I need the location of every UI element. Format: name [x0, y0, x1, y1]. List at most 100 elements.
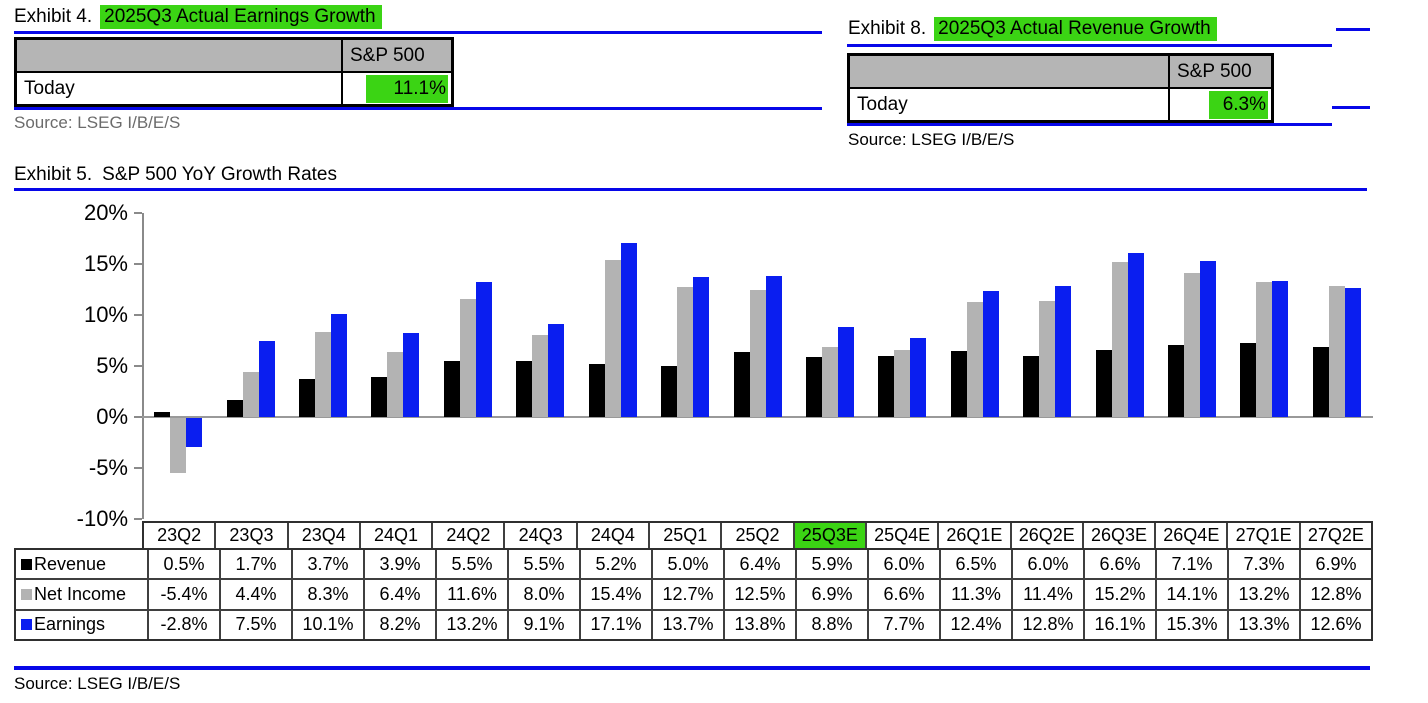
- quarter-header-25Q1: 25Q1: [648, 523, 720, 548]
- exhibit8-row-label: Today: [850, 89, 1170, 120]
- value-cell-earnings-25Q2: 13.8%: [723, 610, 795, 639]
- bar-earnings-27Q1E: [1272, 281, 1289, 417]
- quarter-header-26Q2E: 26Q2E: [1009, 523, 1082, 548]
- value-cell-net-income-25Q3E: 6.9%: [795, 580, 867, 609]
- exhibit8-label: Exhibit 8.: [848, 18, 927, 39]
- bar-net-income-25Q1: [677, 287, 694, 417]
- y-axis-label: -10%: [76, 506, 128, 531]
- y-axis-tick: [134, 518, 142, 520]
- quarter-header-24Q2: 24Q2: [431, 523, 503, 548]
- bar-net-income-26Q3E: [1111, 261, 1128, 417]
- bar-revenue-23Q2: [154, 411, 171, 417]
- quarter-header-26Q3E: 26Q3E: [1081, 523, 1154, 548]
- bar-earnings-25Q2: [765, 276, 782, 417]
- bar-net-income-23Q2: [170, 418, 187, 474]
- exhibit5-title: S&P 500 YoY Growth Rates: [102, 164, 338, 185]
- table-row-net-income: Net Income -5.4% 4.4% 8.3% 6.4% 11.6% 8.0% 15.4…: [16, 578, 1371, 609]
- bar-net-income-27Q1E: [1256, 282, 1273, 417]
- bar-net-income-23Q3: [242, 372, 259, 417]
- value-cell-revenue-26Q4E: 7.1%: [1155, 550, 1227, 579]
- bar-net-income-26Q4E: [1183, 273, 1200, 417]
- bar-net-income-25Q4E: [894, 349, 911, 417]
- exhibit4-table: S&P 500 Today 11.1%: [14, 37, 454, 107]
- y-axis-tick: [134, 365, 142, 367]
- value-cell-net-income-23Q3: 4.4%: [219, 580, 291, 609]
- value-cell-earnings-26Q3E: 16.1%: [1083, 610, 1155, 639]
- value-cell-net-income-25Q1: 12.7%: [651, 580, 723, 609]
- bar-revenue-25Q3E: [805, 356, 822, 417]
- y-axis-label: -5%: [88, 455, 128, 480]
- growth-table-body: Revenue 0.5% 1.7% 3.7% 3.9% 5.5% 5.5% 5.2% 5.0% 6…: [14, 548, 1373, 641]
- exhibit5-heading: Exhibit 5. S&P 500 YoY Growth Rates: [14, 164, 337, 186]
- exhibit8-table-header-row: S&P 500: [850, 56, 1271, 89]
- value-cell-net-income-24Q1: 6.4%: [363, 580, 435, 609]
- legend-label: Net Income: [34, 583, 127, 604]
- legend-cell-net-income: Net Income: [16, 580, 149, 609]
- value-cell-revenue-26Q3E: 6.6%: [1083, 550, 1155, 579]
- value-cell-net-income-27Q2E: 12.8%: [1299, 580, 1371, 609]
- exhibit8-source: Source: LSEG I/B/E/S: [848, 130, 1015, 149]
- exhibit4-table-header-row: S&P 500: [17, 40, 451, 73]
- y-axis-label: 5%: [96, 353, 128, 378]
- bar-net-income-27Q2E: [1328, 286, 1345, 417]
- value-cell-revenue-24Q1: 3.9%: [363, 550, 435, 579]
- chart-y-axis: [142, 213, 144, 519]
- value-cell-revenue-25Q1: 5.0%: [651, 550, 723, 579]
- page-edge-rule-fragment-bottom: [1332, 106, 1370, 109]
- legend-label: Earnings: [34, 614, 106, 635]
- value-cell-earnings-26Q1E: 12.4%: [939, 610, 1011, 639]
- quarter-header-24Q1: 24Q1: [358, 523, 431, 548]
- bar-revenue-24Q2: [443, 360, 460, 417]
- legend-cell-revenue: Revenue: [16, 550, 149, 579]
- bar-earnings-26Q2E: [1055, 286, 1072, 417]
- value-cell-net-income-26Q3E: 15.2%: [1083, 580, 1155, 609]
- exhibit4-value: 11.1%: [365, 74, 448, 103]
- bar-revenue-23Q4: [299, 379, 316, 417]
- y-axis-label: 15%: [83, 251, 128, 276]
- page-edge-rule-fragment-top: [1336, 28, 1370, 31]
- exhibit4-label: Exhibit 4.: [14, 6, 93, 27]
- bar-revenue-27Q2E: [1312, 346, 1329, 417]
- value-cell-revenue-24Q4: 5.2%: [579, 550, 651, 579]
- legend-swatch-icon: [21, 588, 32, 600]
- bar-chart-plot-area: [134, 212, 1373, 520]
- value-cell-net-income-26Q4E: 14.1%: [1155, 580, 1227, 609]
- bar-revenue-26Q1E: [950, 350, 967, 417]
- bar-earnings-27Q2E: [1344, 288, 1361, 417]
- bar-earnings-23Q2: [186, 418, 203, 447]
- value-cell-revenue-25Q4E: 6.0%: [867, 550, 939, 579]
- legend-cell-earnings: Earnings: [16, 610, 149, 639]
- bar-earnings-24Q2: [475, 282, 492, 417]
- y-axis-tick: [134, 212, 142, 214]
- exhibit4-heading: Exhibit 4. 2025Q3 Actual Earnings Growth: [14, 5, 382, 29]
- quarter-header-27Q1E: 27Q1E: [1226, 523, 1298, 548]
- legend-swatch-icon: [21, 619, 32, 631]
- exhibit8-sp500-header-cell: S&P 500: [1177, 60, 1252, 82]
- value-cell-net-income-26Q1E: 11.3%: [939, 580, 1011, 609]
- quarter-header-23Q3: 23Q3: [214, 523, 286, 548]
- y-axis-label: 10%: [83, 302, 128, 327]
- bar-net-income-25Q3E: [821, 346, 838, 417]
- bar-revenue-26Q2E: [1023, 355, 1040, 417]
- value-cell-earnings-25Q1: 13.7%: [651, 610, 723, 639]
- growth-table-header-row: 23Q2 23Q3 23Q4 24Q1 24Q2 24Q3 24Q4 25Q1 25Q2 25Q3…: [142, 521, 1373, 548]
- value-cell-net-income-23Q4: 8.3%: [291, 580, 363, 609]
- y-axis-tick: [134, 314, 142, 316]
- exhibit5-label: Exhibit 5.: [14, 164, 93, 185]
- value-cell-revenue-24Q3: 5.5%: [507, 550, 579, 579]
- value-cell-earnings-25Q3E: 8.8%: [795, 610, 867, 639]
- quarter-header-25Q4E: 25Q4E: [864, 523, 937, 548]
- value-cell-earnings-26Q4E: 15.3%: [1155, 610, 1227, 639]
- bar-earnings-24Q1: [403, 333, 420, 417]
- bar-revenue-24Q1: [371, 377, 388, 417]
- value-cell-earnings-24Q2: 13.2%: [435, 610, 507, 639]
- bar-revenue-26Q3E: [1095, 349, 1112, 417]
- exhibit4-bottom-rule: [14, 107, 822, 110]
- exhibit8-title: 2025Q3 Actual Revenue Growth: [934, 17, 1217, 41]
- bar-earnings-26Q3E: [1127, 252, 1144, 417]
- value-cell-net-income-26Q2E: 11.4%: [1011, 580, 1083, 609]
- value-cell-earnings-24Q4: 17.1%: [579, 610, 651, 639]
- quarter-header-24Q4: 24Q4: [575, 523, 648, 548]
- value-cell-earnings-24Q3: 9.1%: [507, 610, 579, 639]
- bar-revenue-24Q4: [588, 363, 605, 417]
